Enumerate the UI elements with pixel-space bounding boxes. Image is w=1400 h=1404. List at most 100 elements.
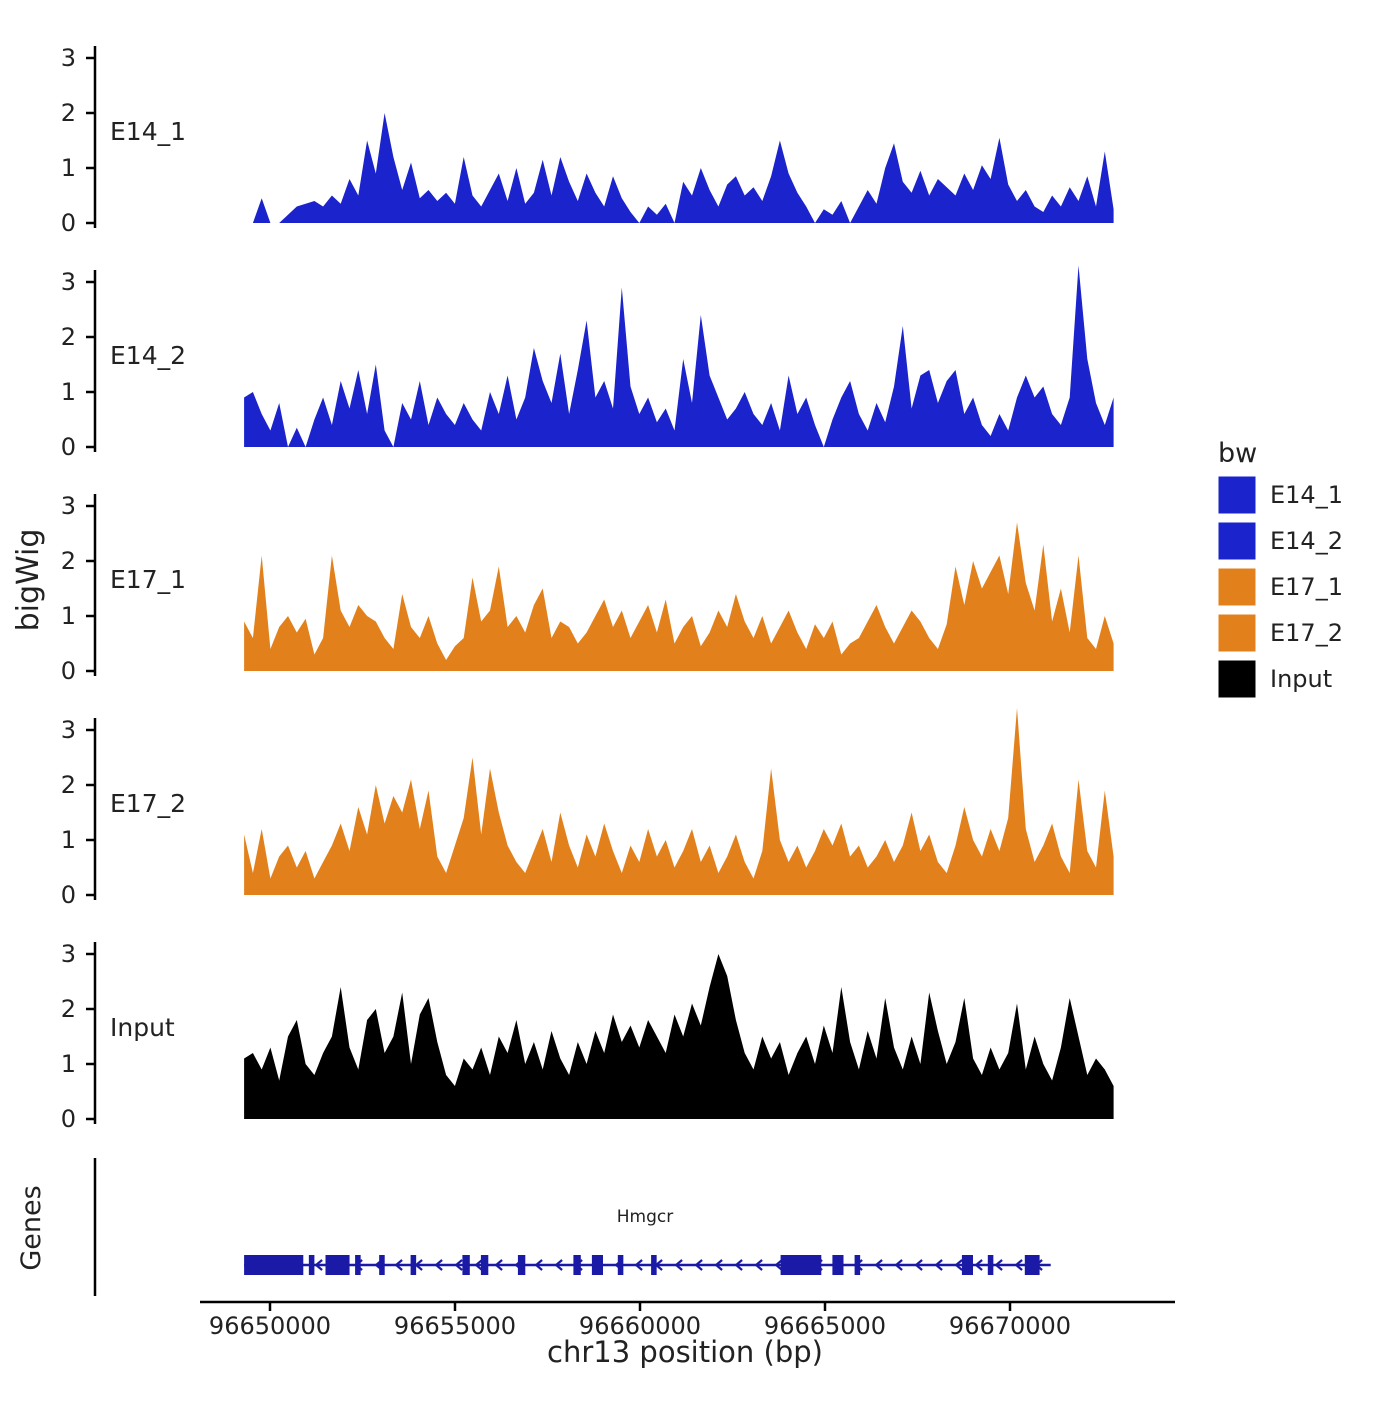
y-tick-label: 3 — [61, 716, 76, 744]
coverage-area-E14_1 — [244, 113, 1114, 223]
strand-arrow-left-icon — [774, 1259, 783, 1271]
y-tick-label: 0 — [61, 657, 76, 685]
strand-arrow-left-icon — [314, 1259, 323, 1271]
legend: E14_1 E14_2 E17_1 E17_2 Input — [1217, 475, 1343, 699]
legend-swatch-E17_1 — [1217, 567, 1257, 607]
coverage-area-Input — [244, 954, 1114, 1119]
y-tick-label: 2 — [61, 323, 76, 351]
coverage-area-E14_2 — [244, 265, 1114, 447]
genes-axis-title: Genes — [16, 1185, 47, 1270]
y-tick-label: 2 — [61, 771, 76, 799]
x-axis: 96650000 96655000 96660000 96665000 96670000 — [200, 1300, 1175, 1340]
strand-arrow-left-icon — [954, 1259, 963, 1271]
track-panel-Input: 0 1 2 3 Input — [61, 940, 1114, 1133]
gene-exon — [573, 1255, 581, 1275]
y-tick-label: 3 — [61, 44, 76, 72]
strand-arrow-left-icon — [934, 1259, 943, 1271]
x-tick-label: 96650000 — [209, 1312, 331, 1340]
strand-arrow-left-icon — [534, 1259, 543, 1271]
gene-exon — [480, 1255, 489, 1275]
x-tick-label: 96670000 — [949, 1312, 1071, 1340]
legend-label-E14_1: E14_1 — [1270, 481, 1343, 509]
y-tick-label: 1 — [61, 1050, 76, 1078]
strand-arrow-left-icon — [754, 1259, 763, 1271]
y-tick-label: 3 — [61, 268, 76, 296]
legend-label-E17_1: E17_1 — [1270, 573, 1343, 601]
legend-label-E17_2: E17_2 — [1270, 619, 1343, 647]
gene-exon — [832, 1255, 844, 1275]
gene-exon — [961, 1255, 973, 1275]
strand-arrow-left-icon — [494, 1259, 503, 1271]
gene-exon — [854, 1255, 861, 1275]
coverage-area-E17_2 — [244, 708, 1114, 895]
legend-swatch-E14_1 — [1217, 475, 1257, 515]
strand-arrow-left-icon — [714, 1259, 723, 1271]
strand-arrow-left-icon — [694, 1259, 703, 1271]
gene-exon — [617, 1255, 624, 1275]
y-tick-label: 1 — [61, 378, 76, 406]
y-tick-label: 1 — [61, 602, 76, 630]
track-label-Input: Input — [110, 1013, 175, 1042]
strand-arrow-left-icon — [1014, 1259, 1023, 1271]
gene-exon — [651, 1255, 657, 1275]
strand-arrow-left-icon — [874, 1259, 883, 1271]
genes-panel — [93, 1158, 1051, 1296]
gene-exon — [1024, 1255, 1040, 1275]
gene-name-label: Hmgcr — [617, 1207, 673, 1227]
y-tick-label: 2 — [61, 995, 76, 1023]
gene-exon — [462, 1255, 470, 1275]
strand-arrow-left-icon — [734, 1259, 743, 1271]
track-panel-E17_2: 0 1 2 3 E17_2 — [61, 708, 1114, 909]
y-tick-label: 0 — [61, 1105, 76, 1133]
track-panel-E14_2: 0 1 2 3 E14_2 — [61, 265, 1114, 461]
strand-arrow-left-icon — [994, 1259, 1003, 1271]
strand-arrow-left-icon — [394, 1259, 403, 1271]
strand-arrow-left-icon — [894, 1259, 903, 1271]
y-tick-label: 1 — [61, 154, 76, 182]
y-tick-label: 0 — [61, 433, 76, 461]
legend-swatch-E17_2 — [1217, 613, 1257, 653]
track-panel-E17_1: 0 1 2 3 E17_1 — [61, 492, 1114, 685]
track-panels: 0 1 2 3 E14_1 0 1 2 3 E14_2 0 1 2 3 E17_1 0 1 2 3 E17_2 0 1 2 3… — [61, 44, 1114, 1133]
y-tick-label: 1 — [61, 826, 76, 854]
legend-label-Input: Input — [1270, 665, 1332, 693]
y-tick-label: 0 — [61, 881, 76, 909]
gene-exon — [325, 1255, 350, 1275]
gene-exon — [517, 1255, 526, 1275]
gene-exon — [379, 1255, 385, 1275]
x-tick-label: 96660000 — [579, 1312, 701, 1340]
gene-exon — [308, 1255, 315, 1275]
strand-arrow-left-icon — [674, 1259, 683, 1271]
strand-arrow-left-icon — [434, 1259, 443, 1271]
gene-exon — [410, 1255, 417, 1275]
y-tick-label: 2 — [61, 99, 76, 127]
track-label-E17_2: E17_2 — [110, 789, 186, 818]
y-tick-label: 3 — [61, 940, 76, 968]
gene-exon — [244, 1255, 304, 1275]
gene-exon — [780, 1255, 822, 1275]
legend-swatch-E14_2 — [1217, 521, 1257, 561]
x-axis-title: chr13 position (bp) — [547, 1335, 823, 1369]
track-label-E14_2: E14_2 — [110, 341, 186, 370]
track-label-E14_1: E14_1 — [110, 117, 186, 146]
gene-exon — [355, 1255, 361, 1275]
x-tick-label: 96655000 — [394, 1312, 516, 1340]
x-tick-label: 96665000 — [764, 1312, 886, 1340]
strand-arrow-left-icon — [634, 1259, 643, 1271]
y-tick-label: 0 — [61, 209, 76, 237]
y-axis-title: bigWig — [11, 529, 46, 632]
track-label-E17_1: E17_1 — [110, 565, 186, 594]
y-tick-label: 3 — [61, 492, 76, 520]
legend-title: bw — [1218, 438, 1257, 469]
legend-swatch-Input — [1217, 659, 1257, 699]
strand-arrow-left-icon — [474, 1259, 483, 1271]
strand-arrow-left-icon — [554, 1259, 563, 1271]
gene-exon — [987, 1255, 994, 1275]
track-panel-E14_1: 0 1 2 3 E14_1 — [61, 44, 1114, 237]
coverage-area-E17_1 — [244, 522, 1114, 671]
strand-arrow-left-icon — [914, 1259, 923, 1271]
strand-arrow-left-icon — [974, 1259, 983, 1271]
legend-label-E14_2: E14_2 — [1270, 527, 1343, 555]
